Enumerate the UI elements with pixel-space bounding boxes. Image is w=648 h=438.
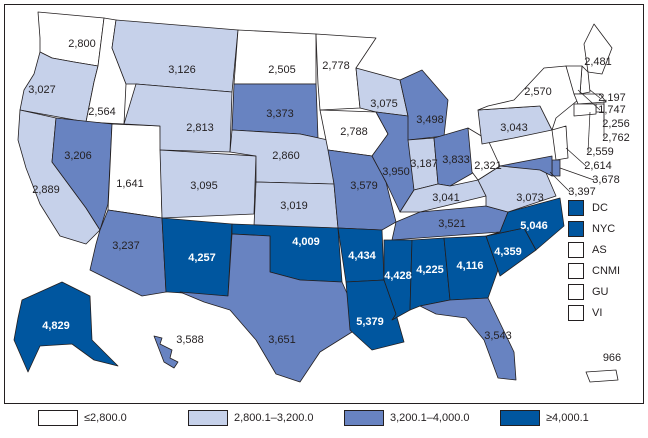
leader-lines [549,89,605,193]
territory-swatch-gu [568,284,584,300]
state-ut [107,123,163,219]
value-label-pr: 966 [603,352,621,364]
state-fl [419,297,517,381]
territory-label-vi: VI [592,307,603,319]
value-label-ga: 4,116 [457,260,484,272]
value-label-ok: 4,009 [292,236,320,248]
leader-line-ct [587,111,591,153]
state-ny [477,65,579,131]
value-label-hi: 3,588 [176,334,204,346]
value-labels: 2,800 3,027 2,889 2,564 3,206 1,641 3,237 3,126… [28,38,630,364]
value-label-nj: 2,614 [584,160,612,172]
territory-swatch-cnmi [568,263,584,279]
value-label-az: 3,237 [112,240,140,252]
territory-label-nyc: NYC [592,223,616,235]
value-label-va: 3,073 [516,192,544,204]
territory-label-dc: DC [592,202,608,214]
value-label-tx: 3,651 [268,334,296,346]
value-label-nh: 2,197 [598,92,626,104]
value-label-nm: 4,257 [188,252,216,264]
value-label-md: 3,397 [568,186,596,198]
value-label-mi: 3,498 [416,114,444,126]
value-label-ky: 3,041 [432,192,460,204]
value-label-wa: 2,800 [68,38,96,50]
leader-line-nj [565,147,587,167]
state-de [551,159,561,177]
legend-label-bin3: ≥4,000.1 [546,412,589,424]
legend-label-bin1: 2,800.1–3,200.0 [234,412,314,424]
state-mt [111,19,239,93]
state-co [159,149,257,219]
state-me [583,23,613,75]
legend-swatch-bin0 [38,410,78,426]
value-label-ks: 3,019 [280,200,308,212]
state-nc [485,197,565,251]
value-label-al: 4,225 [416,264,444,276]
state-oh [433,127,479,187]
legend-swatch-bin1 [188,410,228,426]
state-md [499,155,553,177]
value-label-mo: 3,579 [350,180,378,192]
leader-line-md [549,171,571,193]
value-label-ia: 2,788 [340,126,368,138]
territory-swatch-nyc [568,221,584,237]
state-pr [585,369,619,383]
state-ga [443,235,499,301]
territory-label-as: AS [592,244,607,256]
territory-label-gu: GU [592,286,609,298]
value-label-co: 3,095 [190,180,218,192]
leader-line-nh [589,89,601,99]
state-ct [573,103,597,117]
value-label-vt: 1,747 [598,104,626,116]
territory-swatch-as [568,242,584,258]
value-label-ak: 4,829 [42,320,70,332]
value-label-wy: 2,813 [186,122,214,134]
value-label-il: 3,950 [382,166,410,178]
value-label-nv: 3,206 [64,150,92,162]
state-nj [551,125,569,161]
value-label-mn: 2,778 [322,60,350,72]
territory-label-cnmi: CNMI [592,265,621,277]
value-label-me: 2,481 [584,56,612,68]
value-label-ms: 4,428 [384,270,412,282]
value-label-id: 2,564 [88,106,116,118]
territory-swatch-vi [568,305,584,321]
leader-line-vt [577,89,601,111]
value-label-pa: 3,043 [500,122,528,134]
value-label-ar: 4,434 [348,250,376,262]
state-hi [153,335,179,369]
value-label-mt: 3,126 [168,64,196,76]
value-label-la: 5,379 [356,316,384,328]
value-label-ri: 2,762 [602,132,630,144]
legend-label-bin0: ≤2,800.0 [84,412,127,424]
value-label-ny: 2,570 [524,86,552,98]
value-label-ut: 1,641 [116,178,144,190]
value-label-oh: 3,833 [442,154,470,166]
value-label-fl: 3,543 [484,330,512,342]
value-label-ma: 2,256 [602,118,630,130]
state-ak [13,281,119,373]
value-label-wi: 3,075 [370,98,398,110]
value-label-or: 3,027 [28,84,56,96]
value-label-sd: 3,373 [266,108,294,120]
leader-line-de [559,167,595,181]
value-label-in: 3,187 [410,158,438,170]
territory-swatch-dc [568,200,584,216]
value-label-ca: 2,889 [32,184,60,196]
map-legend: ≤2,800.0 2,800.1–3,200.0 3,200.1–4,000.0… [8,406,640,432]
state-tx [179,233,353,383]
value-label-de: 3,678 [592,174,620,186]
value-label-ct: 2,559 [586,146,614,158]
value-label-wv: 2,321 [474,160,502,172]
value-label-sc: 4,359 [494,246,522,258]
states-layer [13,11,619,383]
value-label-nd: 2,505 [268,64,296,76]
legend-swatch-bin3 [500,410,540,426]
value-label-ne: 2,860 [272,150,300,162]
value-label-tn: 3,521 [438,218,466,230]
legend-swatch-bin2 [344,410,384,426]
legend-label-bin2: 3,200.1–4,000.0 [390,412,470,424]
value-label-nc: 5,046 [520,220,548,232]
